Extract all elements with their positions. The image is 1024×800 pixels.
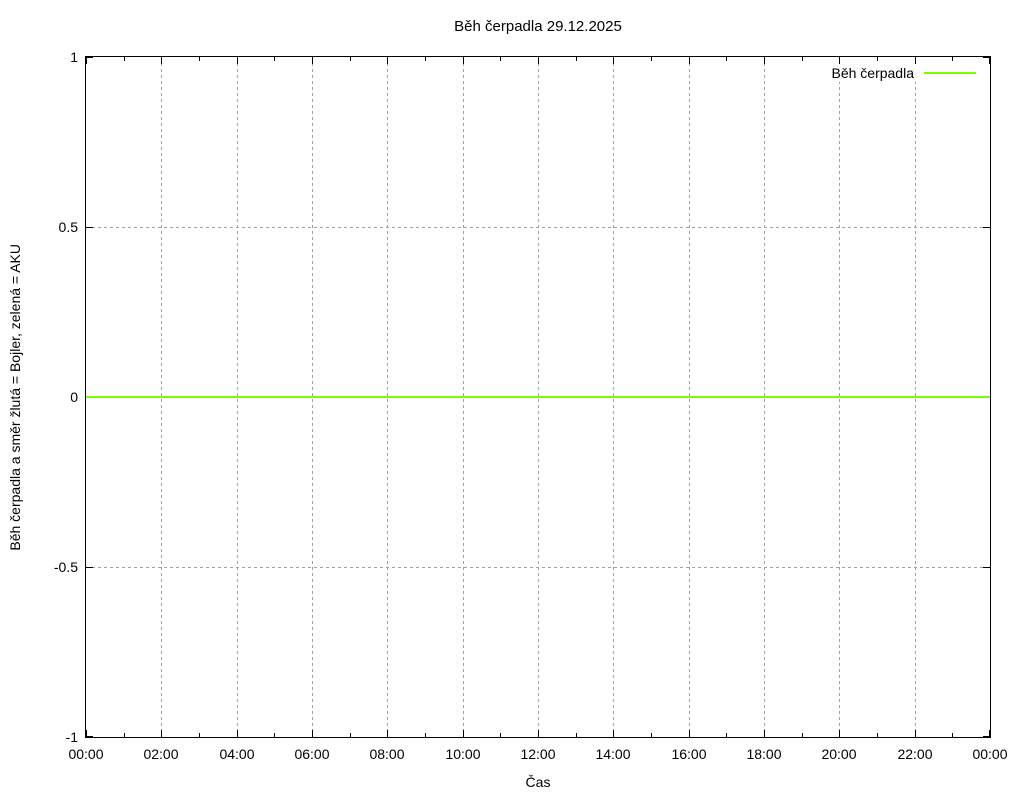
tick-mark-minor [651,57,652,61]
tick-mark-major [312,57,313,64]
tick-mark-major [839,730,840,737]
tick-mark-major [613,57,614,64]
tick-mark-major [86,736,93,737]
tick-mark-major [86,730,87,737]
y-tick-label: -0.5 [53,559,78,575]
x-tick-label: 20:00 [821,746,857,762]
chart-title: Běh čerpadla 29.12.2025 [454,18,622,35]
tick-mark-major [839,57,840,64]
tick-mark-minor [952,733,953,737]
tick-mark-major [387,57,388,64]
tick-mark-minor [576,733,577,737]
x-tick-label: 22:00 [897,746,933,762]
legend-label: Běh čerpadla [831,65,914,81]
x-tick-label: 12:00 [520,746,556,762]
tick-mark-major [86,57,93,58]
x-tick-label: 04:00 [219,746,255,762]
tick-mark-major [983,57,990,58]
tick-mark-minor [425,733,426,737]
tick-mark-minor [500,57,501,61]
tick-mark-minor [877,57,878,61]
tick-mark-major [237,57,238,64]
x-tick-label: 00:00 [972,746,1008,762]
tick-mark-major [689,57,690,64]
plot-inner: Běh čerpadla [86,57,990,737]
tick-mark-minor [651,733,652,737]
tick-mark-major [387,730,388,737]
tick-mark-major [463,730,464,737]
tick-mark-minor [877,733,878,737]
tick-mark-major [237,730,238,737]
tick-mark-major [538,57,539,64]
legend: Běh čerpadla [827,64,976,82]
tick-mark-minor [124,57,125,61]
tick-mark-minor [500,733,501,737]
tick-mark-major [764,730,765,737]
tick-mark-minor [726,733,727,737]
x-tick-label: 08:00 [369,746,405,762]
tick-mark-minor [952,57,953,61]
tick-mark-minor [425,57,426,61]
tick-mark-major [538,730,539,737]
x-axis-label: Čas [525,774,551,790]
tick-mark-major [86,227,93,228]
x-tick-label: 18:00 [746,746,782,762]
tick-mark-minor [576,57,577,61]
tick-mark-major [915,57,916,64]
x-tick-label: 00:00 [68,746,104,762]
tick-mark-minor [274,57,275,61]
tick-mark-major [989,730,990,737]
tick-mark-minor [802,57,803,61]
x-tick-label: 06:00 [294,746,330,762]
tick-mark-minor [124,733,125,737]
tick-mark-minor [199,57,200,61]
tick-mark-major [989,57,990,64]
x-tick-label: 16:00 [671,746,707,762]
x-tick-label: 10:00 [445,746,481,762]
tick-mark-minor [274,733,275,737]
tick-mark-major [915,730,916,737]
y-tick-label: -1 [65,729,78,745]
tick-mark-major [983,567,990,568]
tick-mark-major [86,567,93,568]
tick-mark-minor [199,733,200,737]
tick-mark-major [161,57,162,64]
x-tick-label: 02:00 [143,746,179,762]
series-line-beh-cerpadla [86,396,990,398]
tick-mark-major [463,57,464,64]
tick-mark-minor [350,57,351,61]
y-tick-label: 0 [70,389,78,405]
y-tick-label: 0.5 [58,219,78,235]
x-tick-label: 14:00 [595,746,631,762]
tick-mark-minor [802,733,803,737]
tick-mark-major [86,57,87,64]
tick-mark-major [983,736,990,737]
tick-mark-major [161,730,162,737]
y-tick-label: 1 [70,49,78,65]
tick-mark-major [689,730,690,737]
plot-area: Běh čerpadla [85,56,991,738]
tick-mark-minor [726,57,727,61]
legend-line-sample [924,72,976,74]
tick-mark-major [312,730,313,737]
gridline-horizontal [86,567,990,568]
tick-mark-major [764,57,765,64]
tick-mark-major [613,730,614,737]
gridline-horizontal [86,227,990,228]
tick-mark-minor [350,733,351,737]
tick-mark-major [983,227,990,228]
